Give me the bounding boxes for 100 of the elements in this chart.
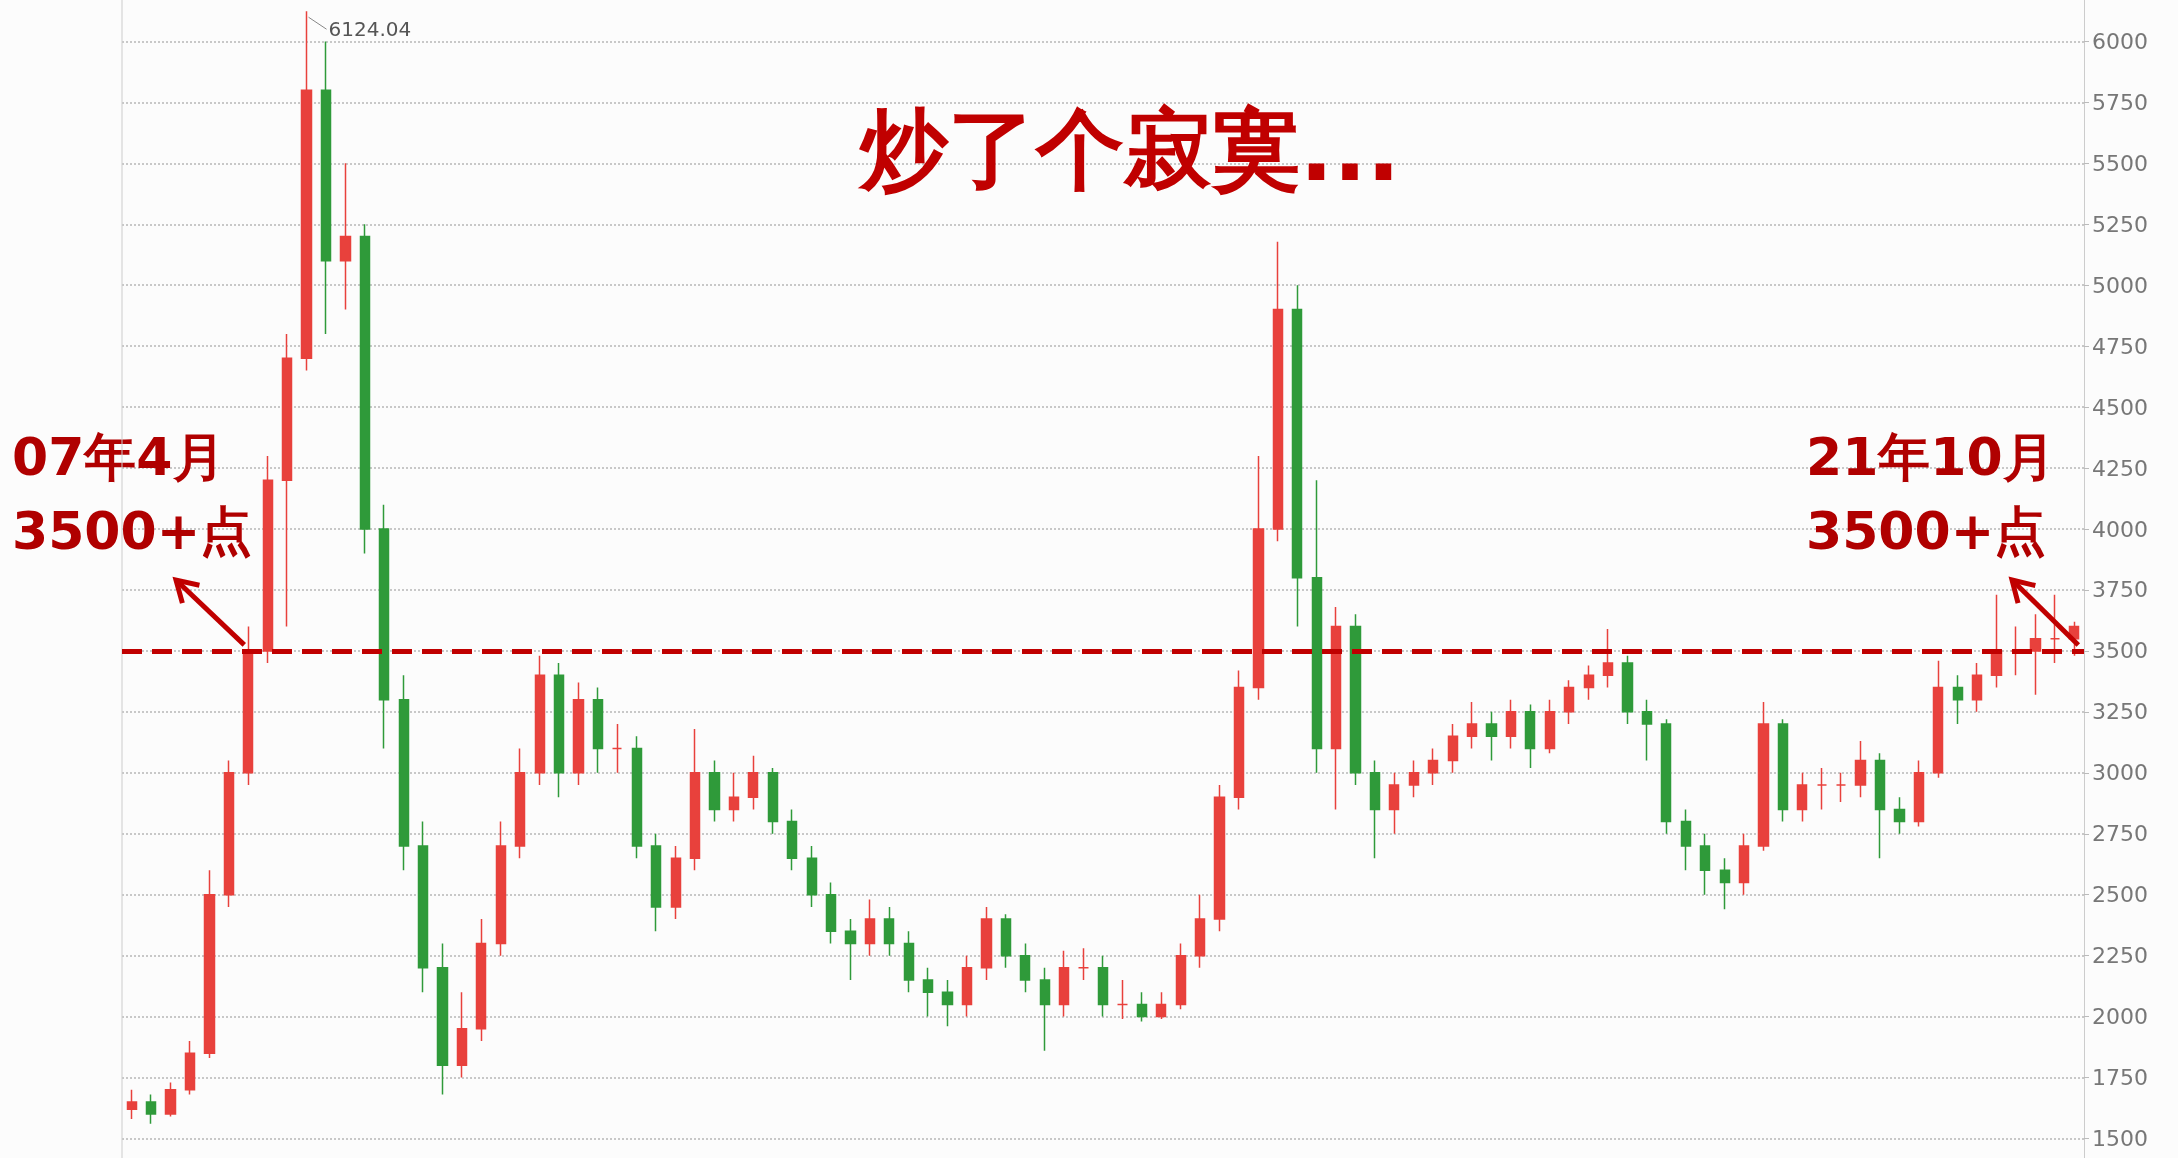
candlestick: [223, 759, 235, 908]
candlestick: [1602, 628, 1614, 689]
candlestick: [592, 686, 604, 774]
candlestick: [1058, 950, 1070, 1018]
candlestick: [1524, 703, 1536, 769]
candlestick: [1719, 857, 1731, 911]
candlestick: [1641, 698, 1653, 762]
candlestick: [1388, 772, 1400, 835]
candlestick: [1777, 718, 1789, 823]
candlestick: [203, 869, 216, 1059]
candlestick: [1349, 613, 1362, 786]
candlestick: [1583, 664, 1595, 701]
candlestick: [1175, 942, 1187, 1011]
candlestick: [1330, 606, 1342, 811]
y-tick-label: 4250: [2092, 455, 2148, 481]
candlestick: [281, 333, 293, 628]
candlestick: [1466, 701, 1478, 750]
candlestick: [320, 40, 332, 335]
candlestick: [611, 723, 623, 774]
candlestick: [1039, 967, 1051, 1052]
candlestick: [534, 655, 546, 786]
y-tick-label: 4500: [2092, 394, 2148, 420]
candlestick: [1544, 698, 1556, 755]
candlestick: [728, 772, 740, 823]
candlestick: [1893, 796, 1906, 835]
y-tick-label: 2250: [2092, 943, 2148, 969]
candlestick: [689, 728, 701, 872]
candlestick: [1874, 752, 1886, 859]
candlestick: [262, 455, 274, 664]
candlestick: [883, 906, 895, 957]
y-tick-label: 3000: [2092, 760, 2148, 786]
candlestick: [417, 820, 429, 993]
candlestick: [922, 967, 934, 1018]
candlestick: [1233, 669, 1245, 811]
candlestick: [2049, 594, 2061, 664]
candlestick: [164, 1081, 177, 1118]
candlestick: [1563, 679, 1575, 725]
candlestick: [1952, 674, 1964, 725]
candlestick: [650, 833, 662, 933]
candlestick: [359, 223, 371, 555]
candlestick: [1971, 662, 1983, 713]
candlestick: [903, 930, 915, 993]
y-tick-label: 1500: [2092, 1126, 2148, 1151]
candlestick: [1854, 740, 1867, 798]
candlestick: [514, 747, 526, 859]
y-tick-label: 1750: [2092, 1065, 2148, 1091]
candlestick: [398, 674, 410, 872]
annotation: 6124.04: [328, 17, 412, 42]
candlestick: [1077, 947, 1090, 981]
y-tick-label: 5250: [2092, 211, 2148, 237]
candlestick: [475, 918, 487, 1042]
candlestick: [961, 954, 973, 1018]
candlestick: [1660, 718, 1672, 835]
candlestick: [825, 881, 837, 945]
candlestick: [1699, 833, 1711, 896]
candlestick: [553, 662, 565, 798]
y-tick-label: 5500: [2092, 150, 2148, 176]
candlestick: [436, 942, 449, 1096]
y-tick-label: 3750: [2092, 577, 2148, 603]
candlestick: [767, 767, 779, 835]
candlestick: [631, 735, 643, 859]
candlestick: [456, 991, 468, 1079]
candlestick: [1932, 659, 1944, 779]
y-tick-label: 5000: [2092, 272, 2148, 298]
candlestick: [1213, 784, 1226, 933]
candlestick: [1291, 284, 1303, 628]
candlestick: [145, 1093, 157, 1125]
candlestick: [747, 755, 759, 811]
candlestick: [1272, 241, 1284, 542]
candlestick: [1796, 772, 1808, 823]
candlestick: [1408, 759, 1420, 798]
candlestick: [1369, 759, 1381, 859]
candlestick: [806, 845, 818, 908]
candlestick: [1835, 772, 1847, 803]
y-tick-label: 3250: [2092, 699, 2148, 725]
candlestick: [844, 918, 857, 981]
candlestick: [378, 503, 390, 750]
candlestick: [1621, 655, 1634, 725]
candlestick: [708, 759, 721, 823]
y-tick-label: 2000: [2092, 1004, 2148, 1030]
candlestick: [1913, 759, 1925, 828]
candlestick: [300, 10, 313, 372]
candlestick: [572, 681, 585, 786]
candlestick: [126, 1088, 138, 1120]
candlestick: [242, 625, 254, 786]
candlestick: [1505, 698, 1517, 750]
candlestick: [1816, 767, 1828, 811]
candlestick: [1252, 455, 1265, 701]
candlestick: [1680, 808, 1692, 872]
text: 炒了个寂寞...: [856, 97, 1401, 201]
candlestick: [495, 820, 507, 957]
candlestick: [1447, 723, 1459, 774]
y-tick-label: 3500: [2092, 638, 2148, 664]
candlestick: [1019, 942, 1031, 993]
candlestick: [1000, 913, 1012, 969]
candlestick: [1757, 701, 1770, 852]
candlestick: [1427, 747, 1439, 786]
candlestick: [1485, 711, 1498, 762]
annotation: 21年10月 3500+点: [1806, 427, 2055, 561]
y-tick-label: 5750: [2092, 89, 2148, 115]
